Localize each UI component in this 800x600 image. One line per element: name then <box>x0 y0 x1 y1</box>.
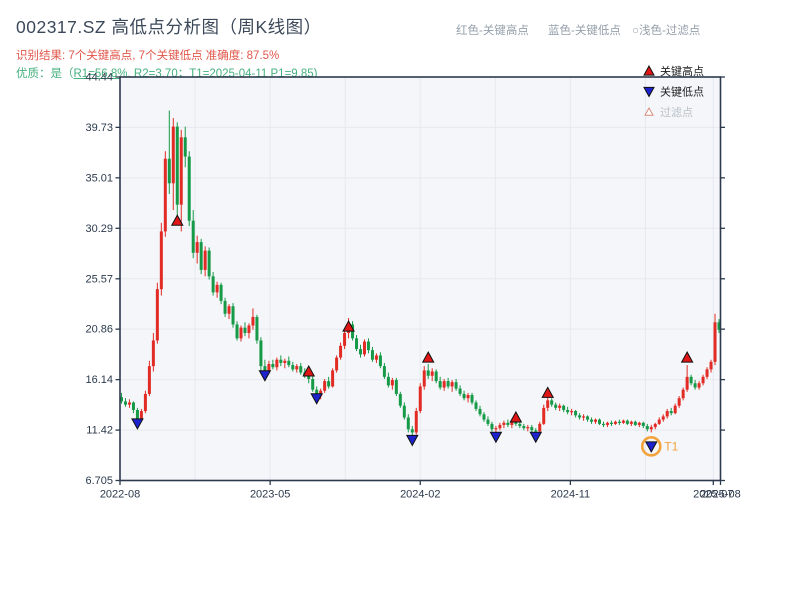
y-tick-label: 16.14 <box>85 374 113 386</box>
key-high-markers <box>170 214 694 423</box>
t1-marker: T1 <box>640 436 679 457</box>
legend-label: 关键低点 <box>660 85 704 99</box>
x-tick-label: 2025-07 <box>693 489 733 501</box>
y-tick-label: 30.29 <box>85 223 113 235</box>
legend-label: 过滤点 <box>660 106 693 119</box>
t1-label: T1 <box>664 439 678 453</box>
x-tick-label: 2022-08 <box>100 489 140 501</box>
top-legend-filtered: ○浅色-过滤点 <box>632 25 701 37</box>
y-tick-label: 11.42 <box>86 425 113 437</box>
x-tick-label: 2024-02 <box>400 489 440 501</box>
x-axis: 2022-08 2023-05 2024-02 2024-11 2025-072025-… <box>100 480 741 501</box>
y-tick-label: 35.01 <box>85 172 113 184</box>
y-tick-label: 20.86 <box>85 324 113 336</box>
top-legend-key-low: 蓝色-关键低点 <box>548 25 621 37</box>
quality-prefix: 优质：是（ <box>16 68 74 80</box>
y-tick-label: 44.44 <box>85 72 113 84</box>
top-legend-key-high: 红色-关键高点 <box>456 25 529 37</box>
top-color-legend: 红色-关键高点 蓝色-关键低点 ○浅色-过滤点 <box>456 22 700 38</box>
x-tick-label: 2023-05 <box>250 489 290 501</box>
y-tick-label: 39.73 <box>85 122 113 134</box>
page-title: 002317.SZ 高低点分析图（周K线图） <box>16 17 322 37</box>
legend-label: 关键高点 <box>660 64 704 78</box>
y-tick-label: 6.705 <box>85 475 113 487</box>
candles-layer <box>120 110 721 439</box>
y-axis: 44.44 39.73 35.01 30.29 25.57 20.86 16.14 11.42… <box>85 72 725 487</box>
recognition-result-line: 识别结果: 7个关键高点, 7个关键低点 准确度: 87.5% <box>16 50 280 62</box>
x-tick-label: 2025-08 <box>700 489 740 501</box>
x-tick-label: 2024-11 <box>551 489 591 501</box>
key-low-markers <box>131 370 658 453</box>
t1-ring <box>640 436 662 457</box>
y-tick-label: 25.57 <box>85 273 113 285</box>
